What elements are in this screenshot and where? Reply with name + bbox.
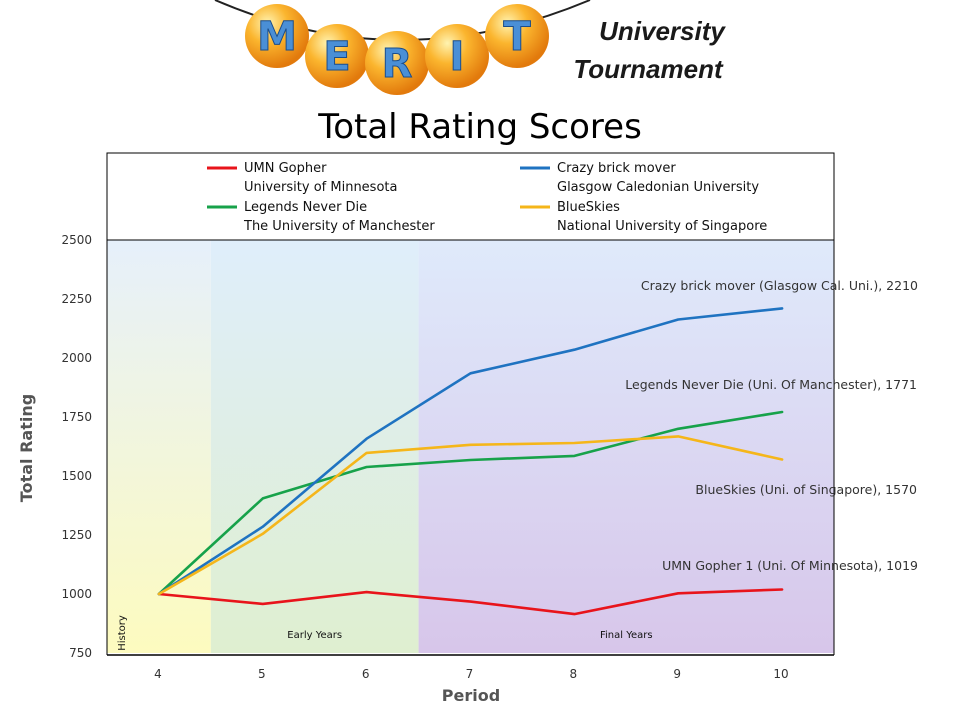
legend-series-org: University of Minnesota	[244, 180, 397, 195]
region-early-years	[210, 240, 419, 653]
legend: UMN Gopher University of Minnesota Legends…	[106, 152, 835, 241]
legend-series-name: Legends Never Die	[244, 200, 367, 215]
x-tick-labels: 4 5 6 7 8 9 10	[154, 667, 789, 681]
logo-ball-i: I	[425, 24, 489, 88]
y-axis-title: Total Rating	[17, 394, 36, 502]
x-tick-label: 10	[773, 667, 788, 681]
legend-series-name: Crazy brick mover	[557, 161, 676, 176]
legend-series-org: Glasgow Caledonian University	[557, 180, 759, 195]
y-tick-label: 2250	[61, 292, 92, 306]
series-annotation: BlueSkies (Uni. of Singapore), 1570	[695, 482, 917, 497]
y-tick-label: 2500	[61, 233, 92, 247]
legend-series-org: The University of Manchester	[243, 219, 435, 234]
y-tick-label: 1750	[61, 410, 92, 424]
series-lines	[157, 307, 784, 616]
logo-letter-e: E	[323, 34, 350, 80]
region-label: History	[117, 615, 128, 651]
logo-ball-t: T	[485, 4, 549, 68]
logo-letter-i: I	[450, 34, 465, 80]
region-final-years	[418, 240, 834, 653]
legend-series-name: UMN Gopher	[244, 161, 327, 176]
logo-letter-t: T	[503, 14, 531, 60]
series-annotation: Legends Never Die (Uni. Of Manchester), …	[625, 377, 917, 392]
region-label: Final Years	[600, 630, 653, 641]
series-annotation: UMN Gopher 1 (Uni. Of Minnesota), 1019	[662, 558, 918, 573]
logo-letter-r: R	[382, 41, 413, 87]
x-tick-label: 5	[258, 667, 266, 681]
series-annotations: UMN Gopher 1 (Uni. Of Minnesota), 1019 Le…	[625, 278, 918, 573]
chart-title: Total Rating Scores	[317, 107, 642, 147]
merit-logo: M E R I T	[214, 0, 591, 95]
y-tick-label: 2000	[61, 351, 92, 365]
legend-series-org: National University of Singapore	[557, 219, 767, 234]
legend-series-name: BlueSkies	[557, 200, 620, 215]
x-axis-title: Period	[442, 686, 500, 705]
x-tick-label: 4	[154, 667, 162, 681]
x-tick-label: 6	[362, 667, 370, 681]
y-tick-label: 1250	[61, 528, 92, 542]
logo-ball-r: R	[365, 31, 429, 95]
series-annotation: Crazy brick mover (Glasgow Cal. Uni.), 2…	[641, 278, 918, 293]
region-label: Early Years	[287, 630, 342, 641]
x-tick-label: 9	[673, 667, 681, 681]
plot-regions: History Early Years Final Years	[107, 240, 834, 653]
logo-ball-m: M	[245, 4, 309, 68]
subtitle-tournament: Tournament	[573, 54, 724, 84]
x-tick-label: 7	[466, 667, 474, 681]
series-line-blueskies	[157, 435, 784, 596]
x-tick-label: 8	[570, 667, 578, 681]
region-history	[107, 240, 211, 653]
y-tick-label: 1000	[61, 587, 92, 601]
series-line-crazy-brick-mover	[157, 307, 784, 596]
y-tick-label: 1500	[61, 469, 92, 483]
logo-letter-m: M	[257, 14, 297, 60]
subtitle-university: University	[599, 16, 726, 46]
y-tick-label: 750	[69, 646, 92, 660]
logo-ball-e: E	[305, 24, 369, 88]
series-line-umn-gopher	[157, 588, 784, 616]
y-tick-labels: 750 1000 1250 1500 1750 2000 2250 2500	[61, 233, 92, 660]
series-line-legends-never-die	[157, 410, 784, 596]
